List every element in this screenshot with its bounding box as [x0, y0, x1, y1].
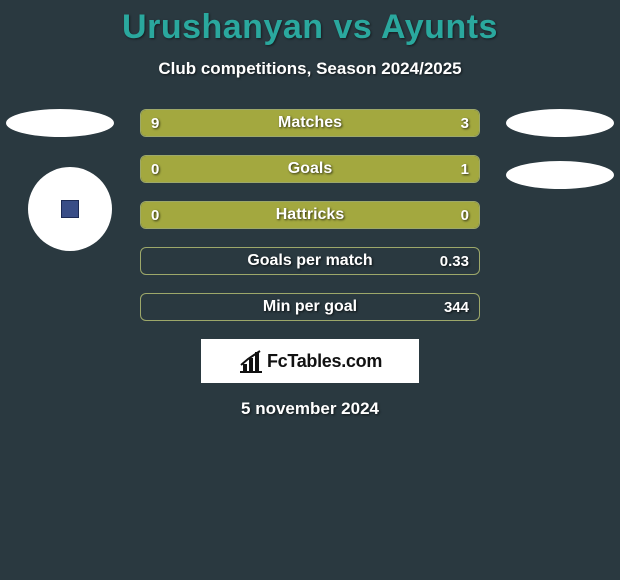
player-avatar-right-1: [506, 109, 614, 137]
comparison-content: Matches93 Goals01 Hattricks00 Goals per mat…: [0, 109, 620, 419]
brand-text: FcTables.com: [267, 351, 382, 372]
bar-fill-left: [141, 110, 388, 136]
page-subtitle: Club competitions, Season 2024/2025: [0, 59, 620, 79]
brand-logo[interactable]: FcTables.com: [201, 339, 419, 383]
bar-spacer: [141, 294, 479, 320]
stat-bar: Goals per match0.33: [140, 247, 480, 275]
shield-badge-icon: [61, 200, 79, 218]
bar-fill-left: [141, 202, 310, 228]
bar-fill-right: [202, 156, 479, 182]
stat-bar: Matches93: [140, 109, 480, 137]
bar-fill-left: [141, 156, 202, 182]
bar-chart-icon: [238, 348, 264, 374]
stat-bar: Min per goal344: [140, 293, 480, 321]
player-avatar-left: [6, 109, 114, 137]
stat-bar: Goals01: [140, 155, 480, 183]
bar-spacer: [141, 248, 479, 274]
footer-date: 5 november 2024: [0, 399, 620, 419]
bar-fill-right: [310, 202, 479, 228]
player-avatar-right-2: [506, 161, 614, 189]
bar-fill-right: [388, 110, 479, 136]
stat-bar: Hattricks00: [140, 201, 480, 229]
club-shield-left: [28, 167, 112, 251]
stats-bars: Matches93 Goals01 Hattricks00 Goals per mat…: [140, 109, 480, 321]
page-title: Urushanyan vs Ayunts: [0, 0, 620, 47]
